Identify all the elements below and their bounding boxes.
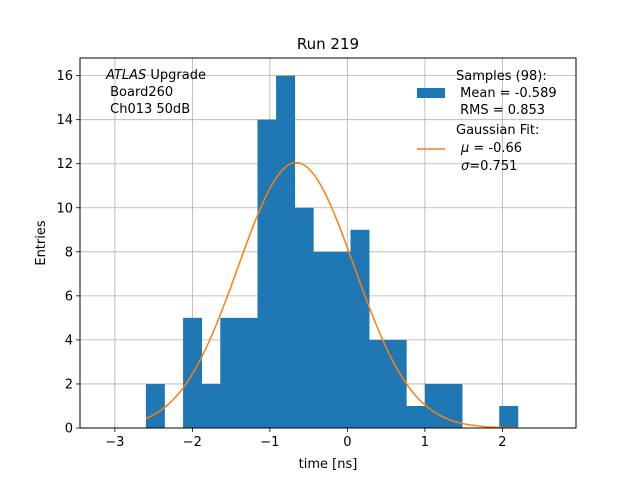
y-tick-label: 16 <box>56 69 73 84</box>
histogram-bar <box>257 119 277 429</box>
histogram-bar <box>313 251 333 428</box>
legend-fit-sigma: σ=0.751 <box>461 159 517 174</box>
gaussian-fit-curve <box>145 161 518 429</box>
histogram-bar <box>443 383 463 428</box>
legend-sigma-value: =0.751 <box>469 159 517 174</box>
histogram-bar <box>294 207 314 428</box>
x-tick-label: −2 <box>183 435 202 450</box>
histogram-bar <box>238 317 258 428</box>
annotation-line-1: ATLAS Upgrade <box>105 68 206 83</box>
legend-fit-title: Gaussian Fit: <box>456 123 539 138</box>
legend-mu-value: = -0.66 <box>469 141 522 156</box>
legend-sigma-symbol: σ <box>461 159 470 174</box>
chart-title: Run 219 <box>297 35 359 53</box>
plot-frame <box>79 57 577 429</box>
histogram-bar <box>350 229 370 428</box>
y-axis-ticks: 0 2 4 6 8 10 12 14 16 <box>56 69 80 437</box>
legend-samples-rms: RMS = 0.853 <box>456 103 545 118</box>
histogram-bar <box>424 383 444 428</box>
legend-mu-symbol: μ <box>460 141 469 156</box>
y-tick-label: 10 <box>56 201 73 216</box>
histogram-bar <box>201 383 221 428</box>
annotation-atlas-word: ATLAS <box>105 68 146 83</box>
legend: Samples (98): Mean = -0.589 RMS = 0.853 … <box>417 69 557 174</box>
annotation-line-3: Ch013 50dB <box>106 102 190 117</box>
legend-samples-swatch <box>417 88 445 98</box>
x-axis-label: time [ns] <box>299 457 358 472</box>
histogram-bar <box>276 75 296 428</box>
x-tick-label: 1 <box>421 435 429 450</box>
x-tick-label: −3 <box>105 435 124 450</box>
histogram-bar <box>145 383 165 428</box>
annotation-line-2: Board260 <box>106 85 173 100</box>
y-axis-label: Entries <box>34 220 49 266</box>
x-tick-label: 2 <box>498 435 506 450</box>
histogram-bar <box>220 317 240 428</box>
y-tick-label: 8 <box>65 245 73 260</box>
x-tick-label: 0 <box>343 435 351 450</box>
y-tick-label: 12 <box>56 157 73 172</box>
gaussian-fit-layer <box>145 161 518 429</box>
atlas-annotation: ATLAS Upgrade Board260 Ch013 50dB <box>105 68 206 117</box>
legend-fit-mu: μ = -0.66 <box>460 141 522 156</box>
y-tick-label: 6 <box>65 289 73 304</box>
y-tick-label: 2 <box>65 377 73 392</box>
histogram-bar <box>369 339 389 428</box>
annotation-upgrade-word: Upgrade <box>146 68 206 83</box>
legend-samples-mean: Mean = -0.589 <box>456 86 557 101</box>
histogram-bar <box>406 405 426 428</box>
histogram-bar <box>387 339 407 428</box>
y-tick-label: 0 <box>65 422 73 437</box>
x-axis-ticks: −3 −2 −1 0 1 2 <box>105 428 507 450</box>
histogram-bar <box>499 405 519 428</box>
x-tick-label: −1 <box>260 435 279 450</box>
y-tick-label: 14 <box>56 113 73 128</box>
legend-samples-title: Samples (98): <box>456 69 547 84</box>
y-tick-label: 4 <box>65 333 73 348</box>
histogram-bar <box>331 251 351 428</box>
